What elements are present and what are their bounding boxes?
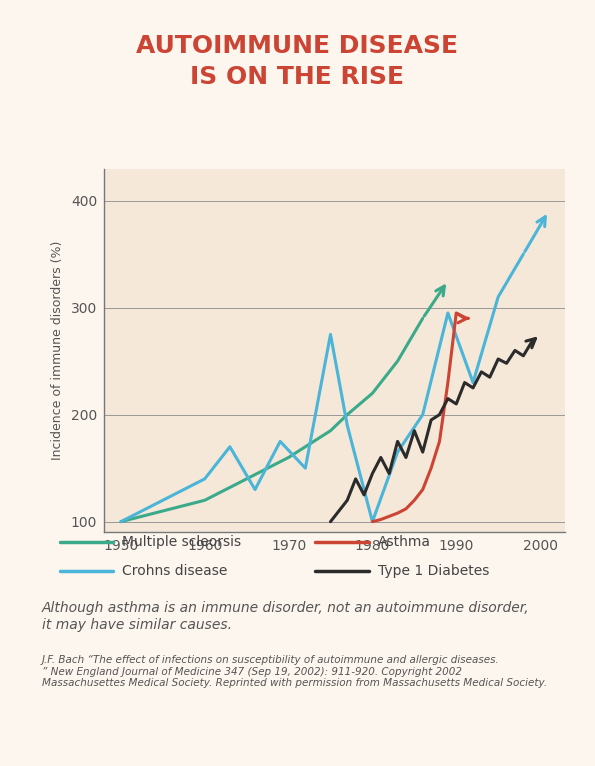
Text: J.F. Bach “The effect of infections on susceptibility of autoimmune and allergic: J.F. Bach “The effect of infections on s… [42,655,547,688]
Y-axis label: Incidence of immune disorders (%): Incidence of immune disorders (%) [51,241,64,460]
Text: Multiple scleorsis: Multiple scleorsis [122,535,241,549]
Text: Although asthma is an immune disorder, not an autoimmune disorder,
it may have s: Although asthma is an immune disorder, n… [42,601,530,631]
Text: IS ON THE RISE: IS ON THE RISE [190,64,405,89]
Text: Asthma: Asthma [378,535,431,549]
Text: Crohns disease: Crohns disease [122,564,227,578]
Text: AUTOIMMUNE DISEASE: AUTOIMMUNE DISEASE [136,34,459,58]
Text: Type 1 Diabetes: Type 1 Diabetes [378,564,489,578]
